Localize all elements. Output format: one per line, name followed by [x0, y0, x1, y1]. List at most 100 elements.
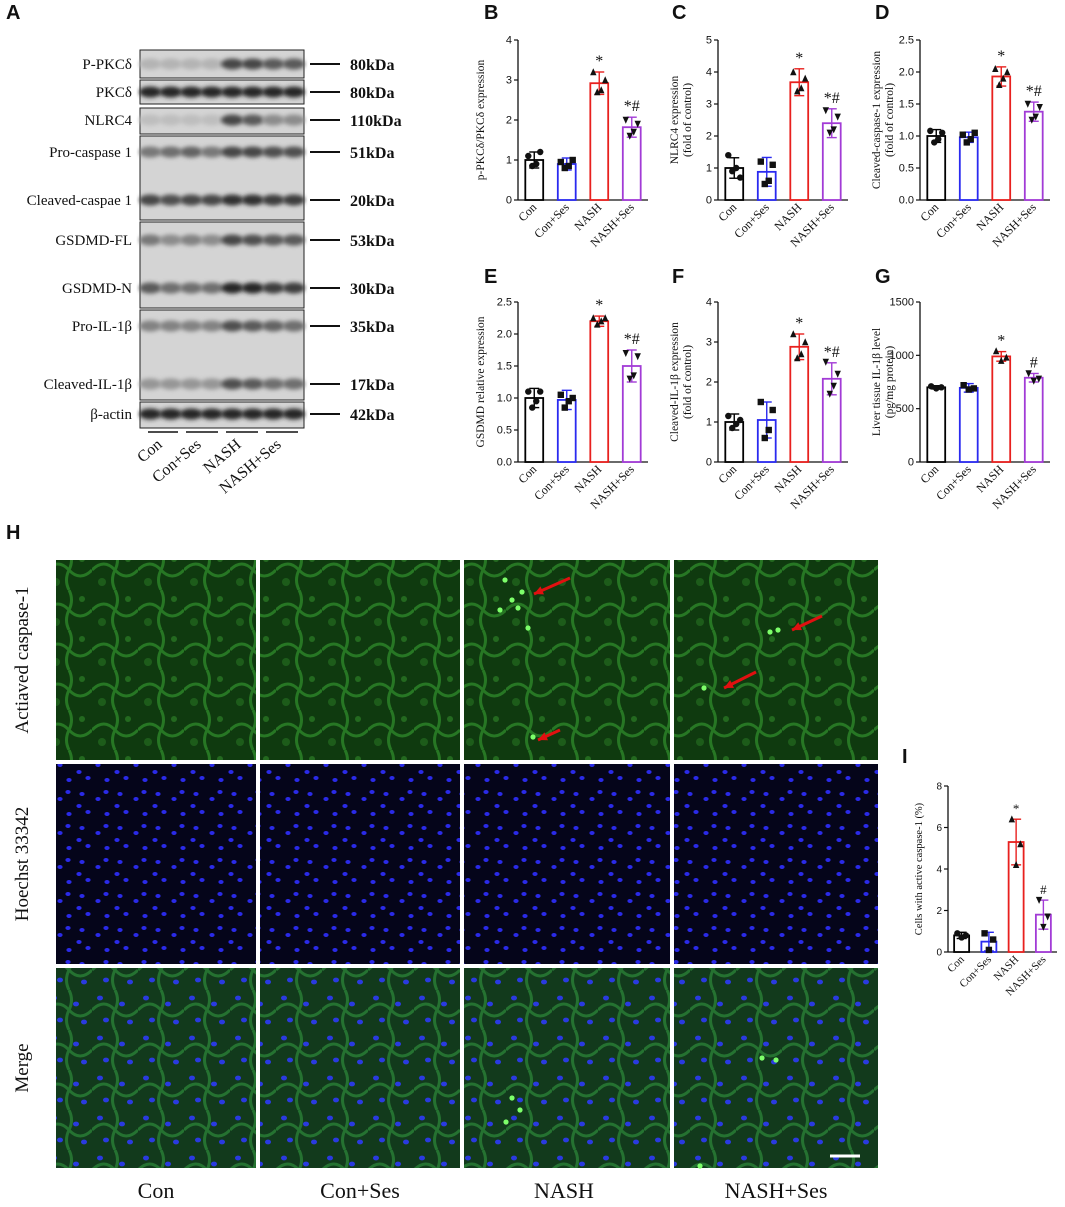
blot-size-label: 17kDa	[350, 377, 394, 394]
significance-mark: *#	[824, 344, 840, 361]
blot-band	[241, 320, 265, 332]
blot-band	[179, 58, 203, 70]
y-tick-label: 0.5	[497, 425, 512, 437]
blot-band	[261, 194, 285, 206]
data-point	[769, 161, 776, 168]
y-tick-label: 3	[506, 75, 512, 87]
data-point	[533, 160, 540, 168]
y-tick-label: 2	[706, 131, 712, 143]
blot-row-label: GSDMD-N	[62, 281, 132, 297]
positive-cell-spot	[530, 734, 536, 740]
blot-band	[159, 378, 183, 390]
panel-label-f: F	[672, 266, 685, 288]
positive-cell-spot	[519, 589, 525, 595]
data-point	[794, 87, 801, 95]
data-point	[1003, 353, 1010, 361]
blot-band	[179, 234, 203, 246]
blot-band	[220, 378, 244, 390]
blot-band	[179, 378, 203, 390]
x-tick-label: Con+Ses	[933, 200, 974, 241]
panel-label-i: I	[902, 746, 908, 768]
bar-nash-ses	[621, 126, 642, 201]
blot-row-label: Pro-caspase 1	[49, 145, 132, 161]
blot-size-label: 53kDa	[350, 233, 394, 250]
y-tick-label: 0.0	[497, 457, 512, 469]
blot-band	[179, 86, 203, 98]
y-tick-label: 3	[706, 99, 712, 111]
data-point	[822, 358, 829, 366]
data-point	[1004, 68, 1011, 76]
data-point	[630, 128, 637, 136]
micrograph-tile	[260, 968, 460, 1168]
data-point	[992, 65, 999, 72]
blot-band	[138, 114, 162, 126]
data-point	[992, 347, 1000, 355]
micrograph-tile	[674, 764, 878, 964]
data-point	[569, 156, 576, 164]
x-tick-label: Con	[515, 462, 539, 486]
y-axis-label: Cells with active caspase-1 (%)	[914, 802, 925, 935]
data-point	[1000, 74, 1007, 82]
data-point	[826, 390, 833, 398]
data-point	[602, 314, 609, 322]
y-tick-label: 4	[936, 865, 942, 876]
micrograph-tile	[674, 968, 878, 1168]
micrograph-col-label: NASH+Ses	[725, 1178, 828, 1203]
blot-size-label: 110kDa	[350, 113, 402, 130]
panel-label-g: G	[875, 266, 891, 288]
blot-band	[220, 86, 244, 98]
blot-band	[220, 320, 244, 332]
data-point	[594, 320, 601, 328]
blot-row-label: Cleaved-IL-1β	[44, 377, 132, 393]
data-point	[822, 107, 829, 115]
bar-nash	[789, 81, 810, 201]
data-point	[981, 930, 988, 937]
blot-band	[200, 408, 224, 420]
blot-row-label: Cleaved-caspae 1	[27, 193, 132, 209]
y-axis-label: Liver tissue IL-1β level(pg/mg protein)	[871, 328, 896, 436]
blot-band	[282, 86, 306, 98]
bar-con-ses	[958, 386, 979, 463]
data-point	[935, 136, 942, 143]
data-point	[725, 152, 732, 159]
data-point	[1008, 815, 1016, 823]
blot-row-label: NLRC4	[84, 113, 132, 129]
data-point	[933, 385, 940, 392]
data-point	[965, 386, 972, 393]
micrograph-tile	[260, 764, 460, 964]
data-point	[939, 129, 946, 136]
blot-band	[200, 86, 224, 98]
data-point	[1035, 375, 1043, 383]
data-point	[537, 148, 544, 156]
y-axis-label: GSDMD relative expression	[475, 316, 487, 447]
blot-band	[220, 58, 244, 70]
significance-mark: *#	[624, 331, 640, 348]
blot-band	[261, 114, 285, 126]
significance-mark: *	[795, 50, 803, 67]
y-tick-label: 1	[706, 417, 712, 429]
significance-mark: *#	[824, 90, 840, 107]
micrograph-col-label: Con+Ses	[320, 1178, 400, 1203]
data-point	[525, 388, 532, 395]
blot-band	[241, 234, 265, 246]
panel-label-a: A	[6, 2, 21, 24]
significance-mark: *#	[624, 98, 640, 115]
chart-e: 0.0 0.5 1.0 1.5 2.0 2.5 GSDMD relative express…	[460, 292, 660, 528]
data-point	[626, 132, 633, 140]
data-point	[802, 74, 809, 82]
data-point	[557, 158, 564, 166]
y-tick-label: 2	[706, 377, 712, 389]
blot-band	[138, 234, 162, 246]
x-tick-label: Con	[515, 200, 539, 224]
positive-cell-spot	[759, 1055, 765, 1061]
y-tick-label: 1.5	[899, 99, 914, 111]
x-tick-label: Con+Ses	[731, 200, 772, 241]
x-tick-label: Con	[945, 953, 967, 975]
blot-band	[261, 378, 285, 390]
red-arrow-head	[792, 622, 802, 631]
blot-band	[282, 234, 306, 246]
data-point	[769, 406, 776, 414]
y-tick-label: 4	[706, 67, 712, 79]
y-tick-label: 6	[936, 823, 942, 834]
blot-band	[179, 194, 203, 206]
